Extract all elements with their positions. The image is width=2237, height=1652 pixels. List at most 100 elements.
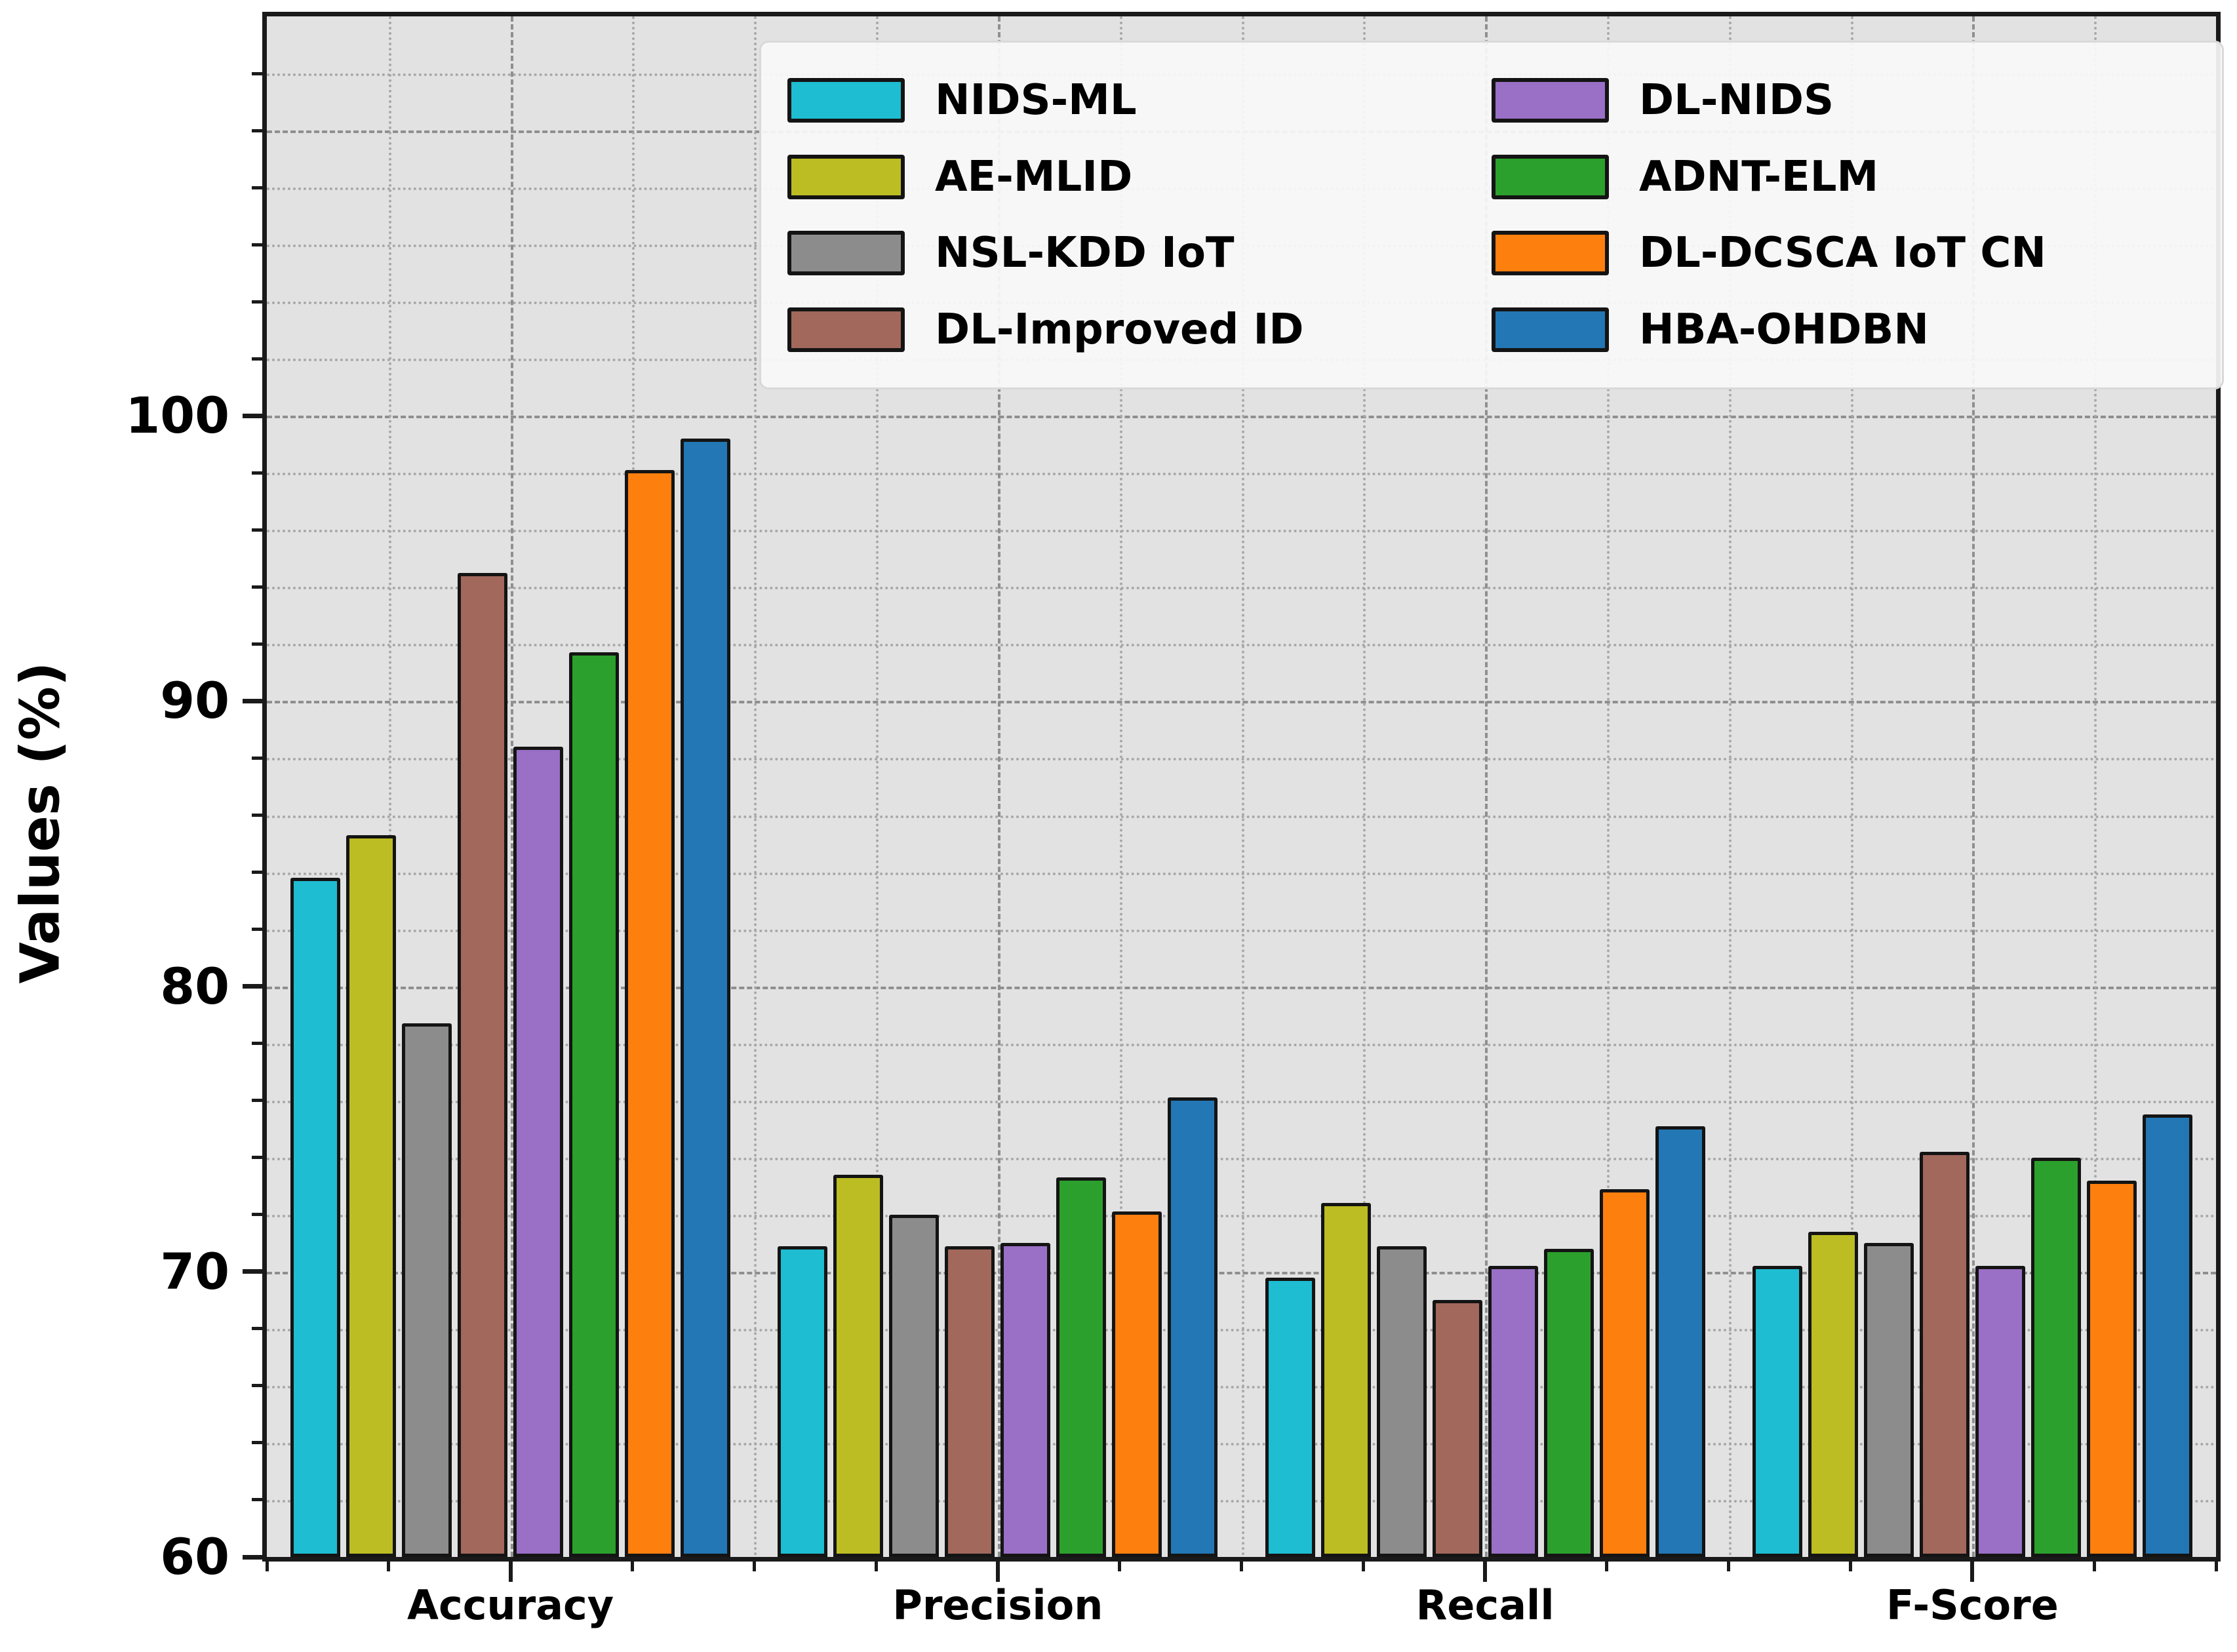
y-axis-major-tick-90 bbox=[243, 698, 262, 703]
bar-dl-dcsca-iot-cn-recall bbox=[1599, 1189, 1650, 1557]
legend-swatch-hba-ohdbn bbox=[1492, 307, 1609, 352]
bar-nids-ml-accuracy bbox=[290, 878, 341, 1557]
gridline-v-major-10 bbox=[1485, 16, 1488, 1557]
x-axis-category-label-recall: Recall bbox=[1415, 1581, 1554, 1629]
x-axis-minor-tick-9 bbox=[1361, 1557, 1365, 1571]
y-axis-minor-tick-110 bbox=[252, 128, 264, 132]
y-axis-tick-label-70: 70 bbox=[160, 1242, 229, 1301]
y-axis-minor-tick-74 bbox=[252, 1156, 264, 1160]
y-axis-minor-tick-78 bbox=[252, 1042, 264, 1046]
y-axis-minor-tick-104 bbox=[252, 300, 264, 304]
gridline-v-minor-11 bbox=[1606, 16, 1610, 1557]
gridline-v-major-6 bbox=[997, 16, 1000, 1557]
y-axis-minor-tick-84 bbox=[252, 871, 264, 875]
y-axis-minor-tick-72 bbox=[252, 1213, 264, 1217]
y-axis-minor-tick-62 bbox=[252, 1498, 264, 1502]
legend-item-nsl-kdd-iot: NSL-KDD IoT bbox=[787, 229, 1492, 277]
legend-label-nids-ml: NIDS-ML bbox=[935, 76, 1137, 125]
x-axis-minor-tick-13 bbox=[1849, 1557, 1853, 1571]
bar-ae-mlid-accuracy bbox=[346, 835, 397, 1557]
x-axis-minor-tick-1 bbox=[387, 1557, 391, 1571]
legend-swatch-ae-mlid bbox=[787, 154, 905, 199]
gridline-v-minor-1 bbox=[388, 16, 391, 1557]
gridline-v-minor-5 bbox=[876, 16, 879, 1557]
x-axis-minor-tick-4 bbox=[752, 1557, 756, 1571]
y-axis-minor-tick-82 bbox=[252, 928, 264, 932]
x-axis-minor-tick-12 bbox=[1727, 1557, 1731, 1571]
bar-ae-mlid-recall bbox=[1320, 1203, 1371, 1557]
y-axis-tick-label-100: 100 bbox=[125, 386, 229, 445]
legend-label-dl-improved-id: DL-Improved ID bbox=[935, 305, 1304, 354]
y-axis-major-tick-100 bbox=[243, 413, 262, 418]
legend-item-adnt-elm: ADNT-ELM bbox=[1492, 153, 2196, 201]
bar-nids-ml-precision bbox=[778, 1246, 828, 1557]
y-axis-minor-tick-66 bbox=[252, 1384, 264, 1388]
legend-label-adnt-elm: ADNT-ELM bbox=[1639, 152, 1879, 201]
bar-dl-nids-precision bbox=[1000, 1243, 1051, 1557]
y-axis-minor-tick-86 bbox=[252, 814, 264, 817]
gridline-v-minor-12 bbox=[1728, 16, 1732, 1557]
bar-hba-ohdbn-accuracy bbox=[681, 439, 731, 1557]
y-axis-minor-tick-94 bbox=[252, 585, 264, 589]
y-axis-tick-label-80: 80 bbox=[160, 956, 229, 1015]
bar-dl-nids-recall bbox=[1488, 1266, 1538, 1557]
gridline-v-major-2 bbox=[510, 16, 513, 1557]
gridline-v-minor-15 bbox=[2094, 16, 2097, 1557]
bar-adnt-elm-precision bbox=[1056, 1177, 1107, 1557]
bar-dl-improved-id-precision bbox=[945, 1246, 995, 1557]
bar-nsl-kdd-iot-recall bbox=[1376, 1246, 1427, 1557]
bar-adnt-elm-recall bbox=[1543, 1249, 1594, 1557]
bar-ae-mlid-f-score bbox=[1808, 1231, 1858, 1557]
bar-dl-nids-accuracy bbox=[513, 747, 564, 1557]
legend-item-dl-improved-id: DL-Improved ID bbox=[787, 305, 1492, 354]
legend-swatch-dl-improved-id bbox=[787, 307, 905, 352]
gridline-v-minor-4 bbox=[754, 16, 757, 1557]
x-axis-major-tick-14 bbox=[1970, 1557, 1975, 1582]
gridline-v-minor-9 bbox=[1363, 16, 1366, 1557]
bar-hba-ohdbn-recall bbox=[1655, 1126, 1705, 1557]
y-axis-minor-tick-112 bbox=[252, 71, 264, 75]
bar-adnt-elm-accuracy bbox=[569, 652, 620, 1557]
y-axis-minor-tick-64 bbox=[252, 1441, 264, 1445]
y-axis-tick-label-90: 90 bbox=[160, 671, 229, 730]
bar-hba-ohdbn-f-score bbox=[2142, 1114, 2192, 1557]
x-axis-minor-tick-5 bbox=[874, 1557, 878, 1571]
legend-swatch-dl-nids bbox=[1492, 78, 1609, 123]
bar-ae-mlid-precision bbox=[833, 1174, 884, 1557]
x-axis-major-tick-10 bbox=[1483, 1557, 1488, 1582]
bar-hba-ohdbn-precision bbox=[1168, 1097, 1218, 1557]
bar-nids-ml-f-score bbox=[1752, 1266, 1802, 1557]
legend-item-dl-nids: DL-NIDS bbox=[1492, 76, 2196, 125]
y-axis-major-tick-80 bbox=[243, 984, 262, 989]
y-axis-minor-tick-106 bbox=[252, 243, 264, 246]
y-axis-minor-tick-68 bbox=[252, 1327, 264, 1331]
legend-label-hba-ohdbn: HBA-OHDBN bbox=[1639, 305, 1929, 354]
x-axis-category-label-f-score: F-Score bbox=[1886, 1581, 2059, 1629]
bar-dl-dcsca-iot-cn-accuracy bbox=[625, 469, 675, 1557]
x-axis-minor-tick-11 bbox=[1605, 1557, 1609, 1571]
bar-dl-improved-id-f-score bbox=[1919, 1152, 1970, 1557]
legend-swatch-adnt-elm bbox=[1492, 154, 1609, 199]
legend-item-ae-mlid: AE-MLID bbox=[787, 153, 1492, 201]
y-axis-major-tick-60 bbox=[243, 1554, 262, 1560]
bar-nsl-kdd-iot-f-score bbox=[1863, 1243, 1914, 1557]
legend-label-ae-mlid: AE-MLID bbox=[935, 152, 1133, 201]
bar-dl-nids-f-score bbox=[1975, 1266, 2025, 1557]
bar-dl-improved-id-recall bbox=[1432, 1300, 1482, 1557]
x-axis-category-label-precision: Precision bbox=[892, 1581, 1103, 1629]
y-axis-minor-tick-96 bbox=[252, 528, 264, 532]
y-axis-major-tick-70 bbox=[243, 1269, 262, 1274]
x-axis-minor-tick-8 bbox=[1240, 1557, 1243, 1571]
gridline-v-minor-13 bbox=[1850, 16, 1853, 1557]
legend: NIDS-ML AE-MLID NSL-KDD IoT DL-Improved ID D… bbox=[759, 41, 2224, 389]
bar-nsl-kdd-iot-accuracy bbox=[402, 1023, 452, 1557]
x-axis-major-tick-2 bbox=[508, 1557, 513, 1582]
y-axis-minor-tick-98 bbox=[252, 471, 264, 475]
legend-item-hba-ohdbn: HBA-OHDBN bbox=[1492, 305, 2196, 354]
legend-item-dl-dcsca-iot-cn: DL-DCSCA IoT CN bbox=[1492, 229, 2196, 277]
x-axis-minor-tick-16 bbox=[2214, 1557, 2218, 1571]
x-axis-minor-tick-0 bbox=[265, 1557, 269, 1571]
y-axis-minor-tick-108 bbox=[252, 186, 264, 189]
x-axis-minor-tick-15 bbox=[2092, 1557, 2096, 1571]
